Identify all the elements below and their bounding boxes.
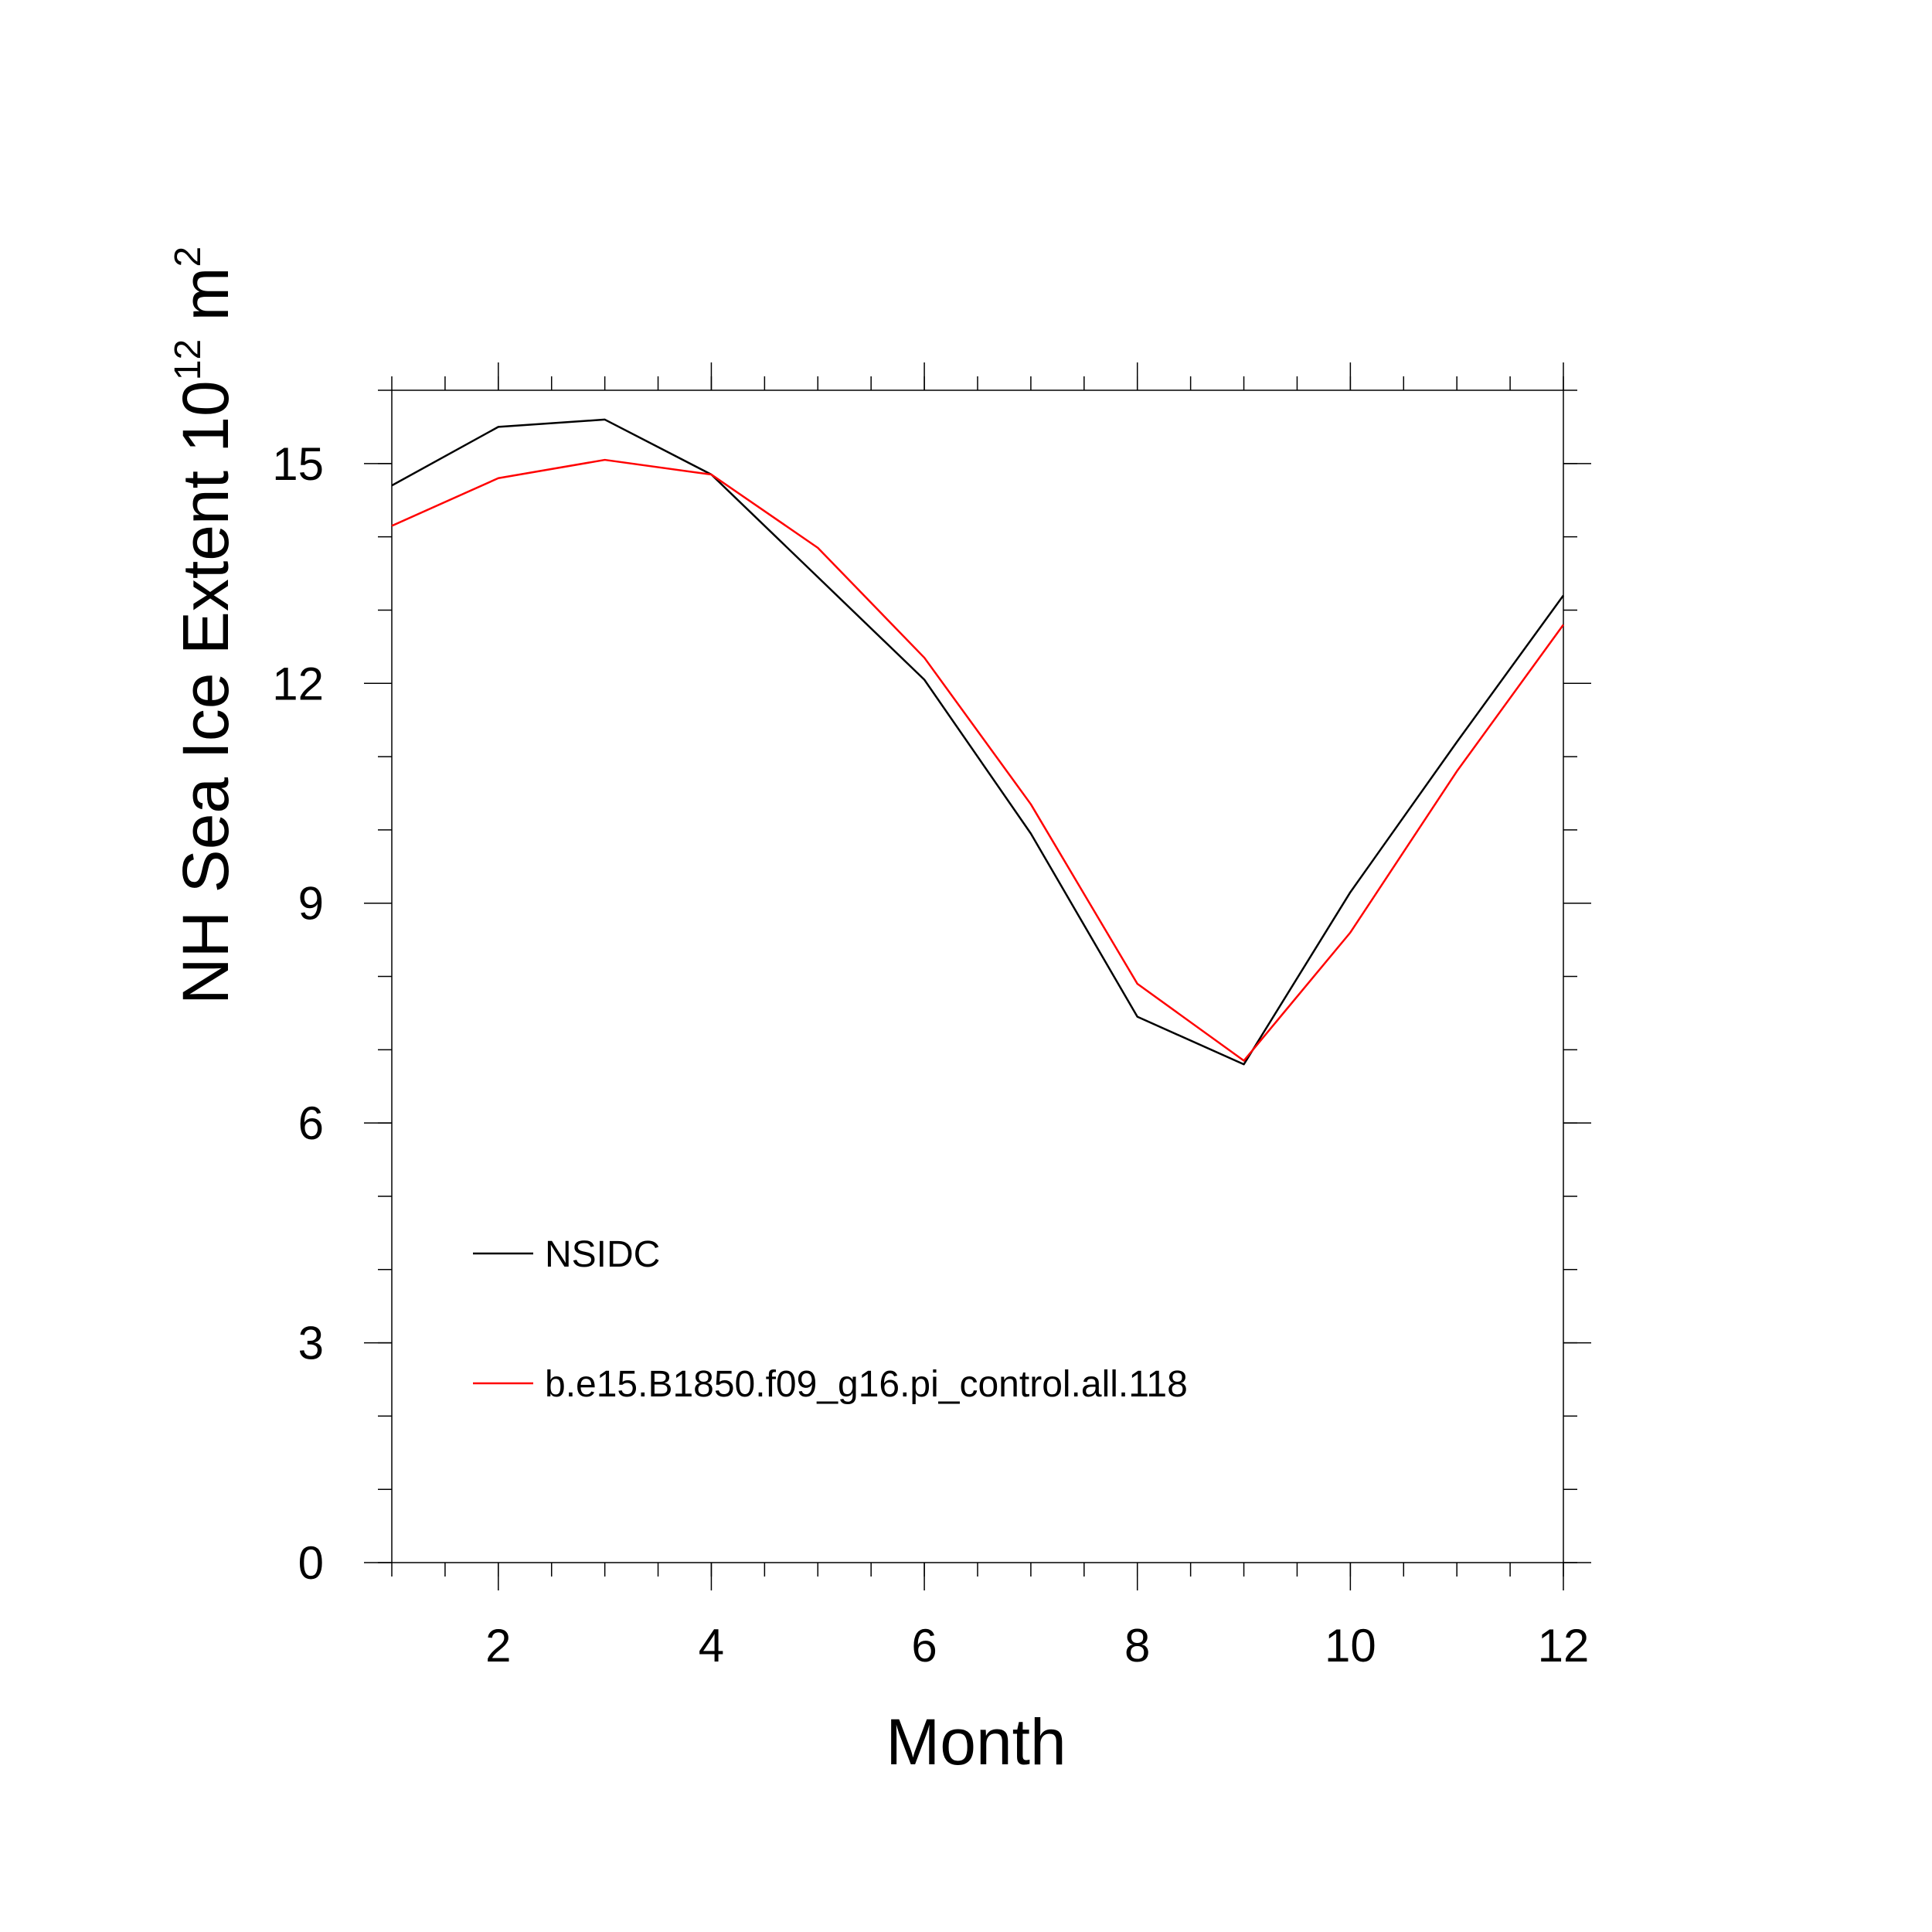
axis-ticks [364, 362, 1591, 1590]
tick-labels: 2 4 6 8 10 12 0 3 6 9 12 15 [272, 438, 1589, 1672]
plot-frame [391, 389, 1564, 1563]
y-tick-label: 15 [272, 438, 324, 490]
series-lines [391, 418, 1565, 1066]
series-line [391, 418, 1565, 1066]
x-tick-label: 2 [485, 1620, 511, 1672]
y-tick-label: 0 [298, 1537, 324, 1589]
legend-label: b.e15.B1850.f09_g16.pi_control.all.118 [545, 1364, 1188, 1405]
legend-label: NSIDC [545, 1234, 660, 1275]
y-tick-label: 9 [298, 878, 324, 930]
y-tick-label: 3 [298, 1318, 324, 1369]
x-tick-label: 10 [1325, 1620, 1376, 1672]
legend: NSIDC b.e15.B1850.f09_g16.pi_control.all.… [473, 1234, 1188, 1405]
series-line [391, 458, 1565, 1062]
x-tick-label: 8 [1124, 1620, 1150, 1672]
y-axis-title: NH Sea Ice Extent 1012 m2 [168, 247, 242, 1005]
y-axis-title-exponent: 12 [168, 339, 209, 380]
y-axis-title-unit-exponent: 2 [168, 247, 209, 267]
x-axis-title: Month [886, 1706, 1066, 1778]
y-tick-label: 6 [298, 1097, 324, 1149]
x-tick-label: 12 [1538, 1620, 1590, 1672]
y-tick-label: 12 [272, 658, 324, 709]
y-axis-title-main: NH Sea Ice Extent 10 [169, 380, 242, 1005]
x-tick-label: 4 [699, 1620, 724, 1672]
x-tick-label: 6 [911, 1620, 937, 1672]
y-axis-title-unit: m [169, 267, 242, 339]
